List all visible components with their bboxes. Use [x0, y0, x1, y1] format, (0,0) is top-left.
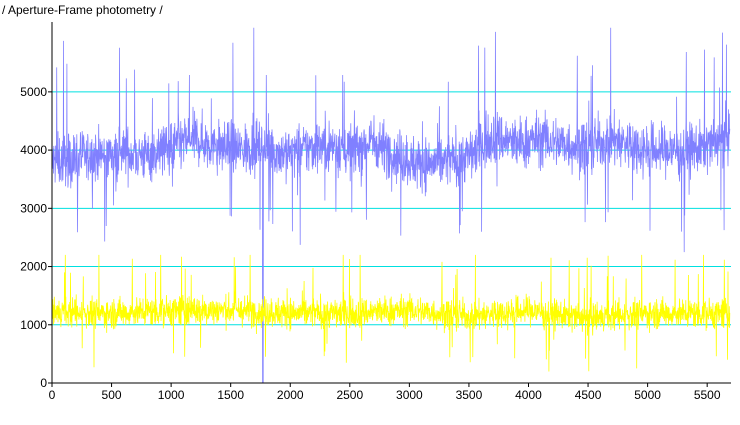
x-tick-label-4500: 4500: [575, 388, 602, 402]
tick-labels: 0 500 1000 1500 2000 2500 3000 3500 4000 4500 5000…: [20, 85, 721, 402]
x-tick-label-3000: 3000: [396, 388, 423, 402]
x-tick-label-4000: 4000: [515, 388, 542, 402]
y-tick-label-0: 0: [40, 376, 47, 390]
chart-title: / Aperture-Frame photometry /: [2, 3, 163, 17]
x-tick-label-5500: 5500: [694, 388, 721, 402]
x-tick-label-500: 500: [102, 388, 122, 402]
y-tick-label-1000: 1000: [20, 318, 47, 332]
x-tick-label-5000: 5000: [634, 388, 661, 402]
y-tick-label-3000: 3000: [20, 201, 47, 215]
series-line-2: [51, 254, 731, 372]
x-tick-label-1500: 1500: [217, 388, 244, 402]
y-tick-label-5000: 5000: [20, 85, 47, 99]
x-tick-label-3500: 3500: [456, 388, 483, 402]
y-tick-label-2000: 2000: [20, 260, 47, 274]
series-layer: [51, 27, 731, 384]
series-line-1: [51, 27, 731, 384]
x-tick-label-1000: 1000: [158, 388, 185, 402]
axes: [51, 22, 731, 384]
y-tick-label-4000: 4000: [20, 143, 47, 157]
x-tick-label-2000: 2000: [277, 388, 304, 402]
x-tick-label-0: 0: [49, 388, 56, 402]
x-tick-label-2500: 2500: [336, 388, 363, 402]
